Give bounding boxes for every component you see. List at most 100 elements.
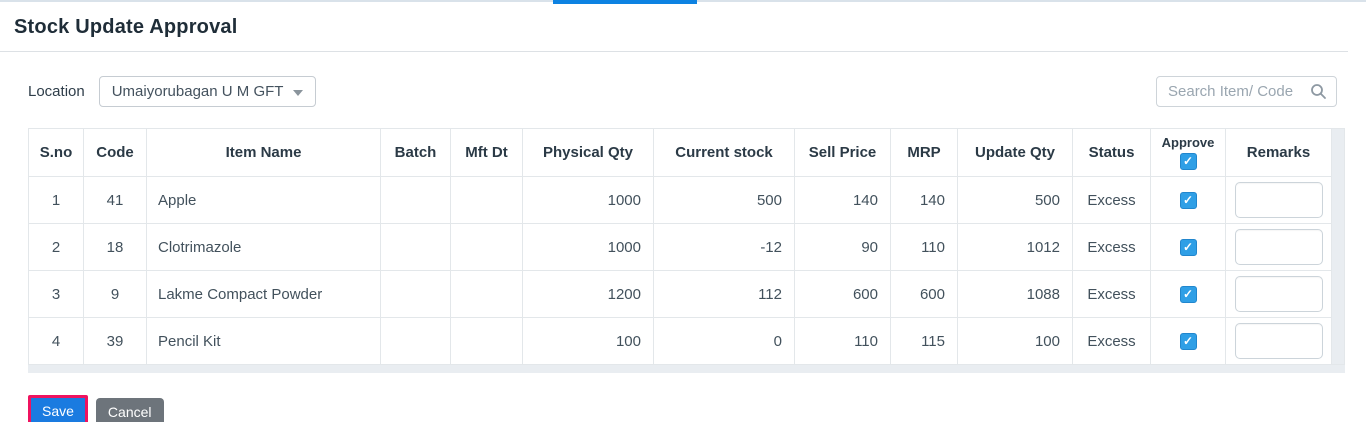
approve-checkbox[interactable]: ✓: [1179, 286, 1197, 303]
caret-down-icon: [293, 89, 304, 96]
row-status: Excess: [1072, 317, 1151, 365]
row-code: 39: [83, 317, 147, 365]
header-mrp: MRP: [890, 128, 958, 177]
approve-checkbox[interactable]: ✓: [1179, 239, 1197, 256]
row-status: Excess: [1072, 270, 1151, 318]
header-sell-price: Sell Price: [794, 128, 891, 177]
horizontal-scrollbar[interactable]: [28, 365, 1345, 373]
row-mrp: 115: [890, 317, 958, 365]
row-mft-dt: [450, 317, 523, 365]
row-physical-qty: 1000: [522, 223, 654, 271]
action-buttons: Save Cancel: [28, 395, 1366, 422]
row-code: 9: [83, 270, 147, 318]
row-approve-cell: ✓: [1150, 176, 1226, 224]
stock-table-container: S.no Code Item Name Batch Mft Dt Physica…: [28, 128, 1345, 373]
header-sno: S.no: [28, 128, 84, 177]
row-mrp: 140: [890, 176, 958, 224]
row-remarks-cell: [1225, 223, 1332, 271]
row-item-name: Lakme Compact Powder: [146, 270, 381, 318]
approve-checkbox[interactable]: ✓: [1179, 192, 1197, 209]
header-mft-dt: Mft Dt: [450, 128, 523, 177]
location-selected-value: Umaiyorubagan U M GFT: [111, 83, 284, 100]
location-group: Location Umaiyorubagan U M GFT: [28, 76, 317, 107]
row-mft-dt: [450, 176, 523, 224]
cancel-button[interactable]: Cancel: [95, 398, 164, 422]
row-sell-price: 140: [794, 176, 891, 224]
header-code: Code: [83, 128, 147, 177]
remarks-input[interactable]: [1234, 276, 1323, 312]
row-sell-price: 600: [794, 270, 891, 318]
header-remarks: Remarks: [1225, 128, 1332, 177]
approve-header-label: Approve: [1161, 135, 1215, 150]
row-mrp: 600: [890, 270, 958, 318]
header-batch: Batch: [380, 128, 451, 177]
row-batch: [380, 176, 451, 224]
row-sno: 4: [28, 317, 84, 365]
table-row: 2 18 Clotrimazole 1000 -12 90 110 1012 Excess ✓: [28, 223, 1332, 271]
row-approve-cell: ✓: [1150, 223, 1226, 271]
approve-checkbox[interactable]: ✓: [1179, 333, 1197, 350]
row-mft-dt: [450, 270, 523, 318]
search-icon[interactable]: [1310, 83, 1327, 100]
row-approve-cell: ✓: [1150, 270, 1226, 318]
row-remarks-cell: [1225, 270, 1332, 318]
table-header-row: S.no Code Item Name Batch Mft Dt Physica…: [28, 128, 1332, 177]
header-update-qty: Update Qty: [957, 128, 1073, 177]
table-row: 4 39 Pencil Kit 100 0 110 115 100 Excess ✓: [28, 317, 1332, 365]
row-update-qty: 1088: [957, 270, 1073, 318]
row-update-qty: 1012: [957, 223, 1073, 271]
page-title: Stock Update Approval: [14, 16, 238, 38]
title-divider: [0, 51, 1348, 52]
row-batch: [380, 270, 451, 318]
row-current-stock: 112: [653, 270, 795, 318]
row-batch: [380, 223, 451, 271]
row-remarks-cell: [1225, 317, 1332, 365]
row-approve-cell: ✓: [1150, 317, 1226, 365]
row-status: Excess: [1072, 223, 1151, 271]
row-code: 41: [83, 176, 147, 224]
row-physical-qty: 1200: [522, 270, 654, 318]
location-label: Location: [28, 83, 85, 100]
header-approve: Approve ✓: [1150, 128, 1226, 177]
remarks-input[interactable]: [1234, 182, 1323, 218]
row-status: Excess: [1072, 176, 1151, 224]
row-sno: 1: [28, 176, 84, 224]
row-code: 18: [83, 223, 147, 271]
save-button[interactable]: Save: [28, 395, 88, 422]
row-physical-qty: 100: [522, 317, 654, 365]
table-row: 1 41 Apple 1000 500 140 140 500 Excess ✓: [28, 176, 1332, 224]
row-item-name: Clotrimazole: [146, 223, 381, 271]
row-remarks-cell: [1225, 176, 1332, 224]
table-row: 3 9 Lakme Compact Powder 1200 112 600 600 1088 E…: [28, 270, 1332, 318]
row-current-stock: 500: [653, 176, 795, 224]
row-sno: 3: [28, 270, 84, 318]
row-item-name: Pencil Kit: [146, 317, 381, 365]
vertical-scrollbar[interactable]: [1332, 128, 1345, 365]
stock-table: S.no Code Item Name Batch Mft Dt Physica…: [28, 128, 1332, 365]
location-dropdown[interactable]: Umaiyorubagan U M GFT: [98, 76, 317, 107]
row-current-stock: 0: [653, 317, 795, 365]
row-mrp: 110: [890, 223, 958, 271]
header-status: Status: [1072, 128, 1151, 177]
header-item-name: Item Name: [146, 128, 381, 177]
row-update-qty: 500: [957, 176, 1073, 224]
search-input[interactable]: [1168, 83, 1310, 100]
table-body: 1 41 Apple 1000 500 140 140 500 Excess ✓ 2 18 Clotri…: [28, 176, 1332, 365]
row-sno: 2: [28, 223, 84, 271]
remarks-input[interactable]: [1234, 323, 1323, 359]
search-box[interactable]: [1156, 76, 1337, 107]
row-update-qty: 100: [957, 317, 1073, 365]
row-item-name: Apple: [146, 176, 381, 224]
row-physical-qty: 1000: [522, 176, 654, 224]
row-sell-price: 90: [794, 223, 891, 271]
remarks-input[interactable]: [1234, 229, 1323, 265]
row-sell-price: 110: [794, 317, 891, 365]
header-current-stock: Current stock: [653, 128, 795, 177]
row-current-stock: -12: [653, 223, 795, 271]
row-batch: [380, 317, 451, 365]
row-mft-dt: [450, 223, 523, 271]
header-physical-qty: Physical Qty: [522, 128, 654, 177]
toolbar: Location Umaiyorubagan U M GFT: [28, 76, 1337, 107]
approve-all-checkbox[interactable]: ✓: [1179, 153, 1197, 170]
top-accent-bar: [553, 0, 697, 4]
